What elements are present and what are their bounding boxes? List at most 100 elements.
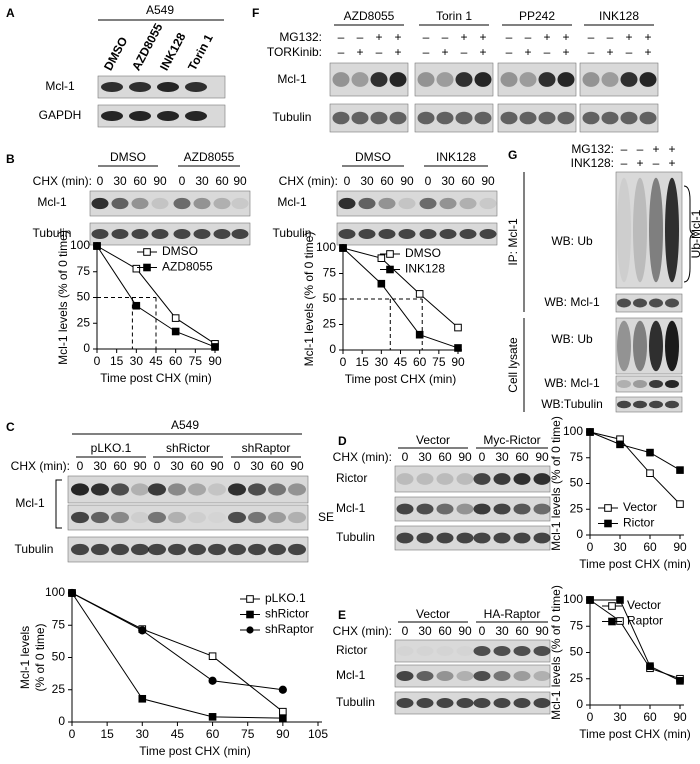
band	[396, 532, 414, 544]
band	[474, 72, 492, 87]
band	[248, 483, 266, 496]
x-tick-label: 30	[375, 355, 389, 369]
band	[338, 229, 356, 239]
band	[493, 646, 511, 656]
x-tick-label: 90	[451, 355, 465, 369]
band	[436, 72, 454, 87]
time-label: 30	[170, 459, 184, 473]
band	[396, 473, 414, 485]
band	[513, 532, 531, 544]
y-tick-label: 0	[576, 697, 583, 711]
series-line	[342, 247, 459, 349]
marker	[138, 694, 147, 703]
band	[533, 503, 551, 515]
y-tick-label: 75	[570, 450, 584, 464]
x-axis-label: Time post CHX (min)	[100, 371, 212, 385]
marker	[138, 626, 147, 635]
series-line	[71, 592, 284, 713]
group-label: INK128	[436, 150, 476, 164]
group-label: DMSO	[355, 150, 391, 164]
band	[208, 512, 226, 523]
marker	[132, 264, 141, 273]
band	[248, 543, 266, 556]
bracket	[683, 185, 696, 283]
band	[148, 543, 166, 556]
time-label: 0	[77, 459, 84, 473]
band	[213, 197, 231, 210]
y-axis-label: Mcl-1 levels (% of 0 time)	[549, 585, 563, 720]
band	[396, 671, 414, 681]
time-label: 30	[418, 624, 432, 638]
sign: –	[442, 30, 449, 44]
band	[436, 503, 454, 515]
y-tick-label: 75	[570, 618, 584, 632]
band	[649, 298, 663, 308]
row-label: Mcl-1	[45, 79, 75, 93]
band	[228, 543, 246, 556]
band	[188, 511, 206, 524]
marker	[415, 330, 424, 339]
series-line	[96, 245, 216, 348]
legend-marker	[143, 263, 151, 272]
y-tick-label: 50	[570, 476, 584, 490]
band	[649, 380, 663, 388]
time-label: 60	[515, 450, 529, 464]
y-tick-label: 25	[52, 682, 66, 696]
band	[538, 111, 556, 125]
y-tick-label: 100	[316, 240, 336, 254]
band	[620, 111, 638, 125]
band	[193, 197, 211, 210]
marker	[339, 244, 347, 252]
series-line	[71, 592, 283, 719]
marker	[279, 707, 287, 716]
band	[131, 483, 149, 496]
band	[479, 229, 497, 239]
row-label: Rictor	[336, 471, 367, 485]
row-label: Tubulin	[336, 695, 375, 709]
y-axis-label: Mcl-1 levels	[18, 626, 32, 689]
band	[416, 532, 434, 544]
marker	[132, 301, 141, 310]
legend-label: shRictor	[265, 607, 309, 621]
x-tick-label: 90	[208, 354, 222, 368]
marker	[278, 685, 287, 694]
time-label: 0	[479, 624, 486, 638]
time-label: 90	[458, 624, 472, 638]
y-tick-label: 50	[570, 645, 584, 659]
panel-letter: B	[6, 152, 15, 166]
y-tick-label: 75	[52, 617, 66, 631]
x-tick-label: 60	[643, 710, 657, 724]
time-label: 30	[495, 624, 509, 638]
y-axis-label: (% of 0 time)	[33, 623, 47, 691]
sign: –	[653, 156, 660, 170]
time-label: 60	[380, 174, 394, 188]
band	[639, 72, 657, 87]
band	[456, 473, 474, 485]
marker	[616, 440, 624, 449]
band	[479, 197, 497, 210]
band	[500, 111, 518, 125]
cell-line: A549	[171, 418, 199, 432]
panel-letter: F	[252, 6, 259, 20]
sign: –	[621, 142, 628, 156]
panel-letter: C	[6, 420, 15, 434]
chx-label: CHX (min):	[11, 459, 70, 473]
x-tick-label: 30	[130, 354, 144, 368]
band	[208, 543, 226, 556]
band	[456, 532, 474, 544]
group-label: PP242	[519, 9, 555, 23]
band	[633, 320, 647, 372]
x-tick-label: 105	[308, 727, 328, 741]
band	[288, 543, 306, 556]
x-tick-label: 75	[189, 354, 203, 368]
time-label: 60	[190, 459, 204, 473]
band	[111, 511, 129, 524]
band	[665, 380, 679, 388]
band	[417, 111, 435, 125]
time-label: 30	[113, 174, 127, 188]
band	[437, 646, 454, 656]
band	[582, 72, 600, 87]
band	[533, 698, 551, 708]
band	[493, 503, 511, 515]
time-label: 90	[535, 450, 549, 464]
